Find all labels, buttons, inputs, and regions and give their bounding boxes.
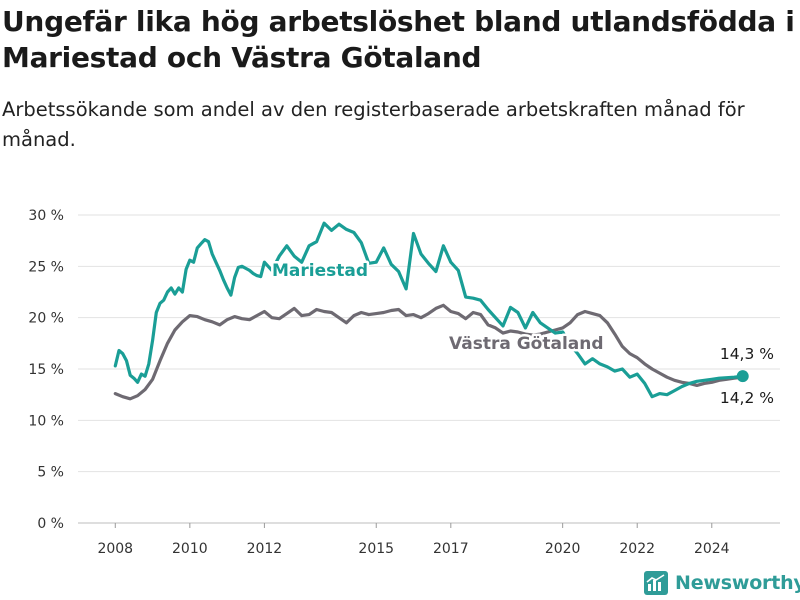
brand-name: Newsworthy: [675, 572, 800, 594]
x-tick-label: 2017: [433, 541, 469, 557]
newsworthy-logo-icon: [644, 571, 668, 595]
y-tick-label: 15 %: [28, 362, 64, 378]
y-tick-label: 25 %: [28, 259, 64, 275]
y-tick-label: 5 %: [37, 465, 64, 481]
series-line-mariestad: [113, 221, 745, 399]
chart-title: Ungefär lika hög arbetslöshet bland utla…: [2, 5, 795, 74]
series-line-vastra-gotaland: [113, 303, 745, 401]
x-tick-label: 2010: [172, 541, 208, 557]
chart-subtitle: Arbetssökande som andel av den registerb…: [2, 98, 745, 151]
x-tick-label: 2024: [694, 541, 730, 557]
x-tick-label: 2008: [97, 541, 133, 557]
y-tick-label: 30 %: [28, 208, 64, 224]
vastra-gotaland-end-value-label: 14,2 %: [720, 389, 774, 407]
x-tick-label: 2012: [247, 541, 283, 557]
mariestad-inline-label: Mariestad: [272, 261, 368, 281]
y-axis-tick-labels: 0 % 5 % 10 % 15 % 20 % 25 % 30 %: [28, 208, 64, 532]
x-tick-label: 2015: [358, 541, 394, 557]
y-tick-label: 20 %: [28, 311, 64, 327]
x-tick-label: 2022: [619, 541, 655, 557]
x-axis-tick-labels: 2008 2010 2012 2015 2017 2020 2022 2024: [97, 523, 730, 557]
gridlines: [78, 214, 780, 524]
y-tick-label: 0 %: [37, 516, 64, 532]
inline-labels: Mariestad Västra Götaland 14,3 % 14,2 %: [270, 259, 777, 410]
vastra-gotaland-inline-label: Västra Götaland: [449, 334, 604, 354]
series-lines: [113, 221, 749, 401]
mariestad-end-point: [736, 370, 749, 383]
newsworthy-brand: Newsworthy: [644, 568, 800, 598]
y-tick-label: 10 %: [28, 413, 64, 429]
mariestad-end-value-label: 14,3 %: [720, 345, 774, 363]
x-tick-label: 2020: [545, 541, 581, 557]
